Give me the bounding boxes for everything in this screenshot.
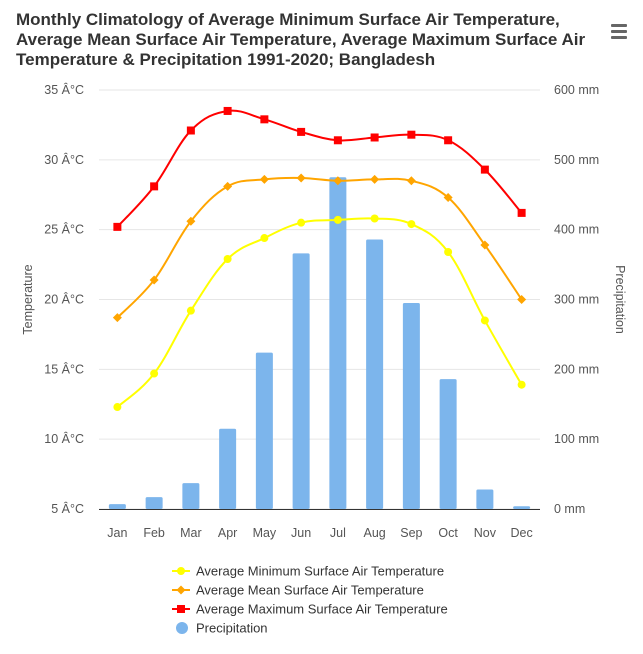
max-temp-point [150, 182, 159, 191]
y-left-tick-label: 20 Â°C [44, 292, 84, 307]
y-right-tick-label: 300 mm [554, 293, 599, 307]
x-tick-label: Feb [143, 526, 165, 540]
min-temp-point [113, 403, 122, 412]
mean-temp-series-line [116, 176, 523, 319]
x-tick-label: Nov [474, 526, 497, 540]
max-temp-point [517, 208, 526, 217]
mean-temp-point [370, 174, 380, 184]
precipitation-bar [513, 506, 531, 509]
max-temp-point [186, 126, 195, 135]
hamburger-menu-icon[interactable] [611, 24, 627, 39]
x-tick-label: Jan [107, 526, 127, 540]
y-left-tick-label: 35 Â°C [44, 82, 84, 97]
min-temp-point [223, 254, 232, 263]
legend-symbol [177, 567, 185, 575]
mean-temp-point [443, 193, 453, 203]
x-tick-label: Jul [330, 526, 346, 540]
max-temp-point [297, 127, 306, 136]
precipitation-bar [329, 177, 347, 509]
y-left-tick-label: 15 Â°C [44, 361, 84, 376]
x-tick-label: Apr [218, 526, 237, 540]
y-right-tick-label: 500 mm [554, 153, 599, 167]
mean-temp-point [406, 176, 416, 186]
max-temp-point [444, 136, 453, 145]
precipitation-bar [366, 239, 384, 509]
min-temp-point [150, 369, 159, 378]
y-left-tick-label: 10 Â°C [44, 431, 84, 446]
max-temp-point [260, 115, 269, 124]
min-temp-point [297, 218, 306, 227]
x-tick-label: Jun [291, 526, 311, 540]
precipitation-bar [108, 504, 126, 509]
mean-temp-point [186, 216, 196, 226]
x-tick-label: Mar [180, 526, 202, 540]
precipitation-bar [255, 352, 273, 509]
x-tick-label: Oct [438, 526, 458, 540]
x-tick-label: Dec [511, 526, 533, 540]
min-temp-series-line [116, 217, 523, 408]
max-temp-point [223, 106, 232, 115]
max-temp-point [407, 130, 416, 139]
legend-item[interactable]: Average Minimum Surface Air Temperature [196, 564, 444, 579]
y-left-tick-label: 5 Â°C [51, 501, 84, 516]
min-temp-point [407, 220, 416, 229]
max-temp-series-line [116, 109, 523, 228]
legend-item[interactable]: Average Mean Surface Air Temperature [196, 583, 424, 598]
mean-temp-point [296, 173, 306, 183]
legend-symbol [176, 585, 186, 595]
y-right-tick-label: 600 mm [554, 83, 599, 97]
min-temp-point [260, 234, 269, 243]
mean-temp-point [333, 176, 343, 186]
chart-title: Monthly Climatology of Average Minimum S… [16, 10, 586, 69]
x-tick-label: Aug [364, 526, 386, 540]
mean-temp-point [149, 275, 159, 285]
legend-item[interactable]: Precipitation [196, 621, 268, 636]
precipitation-bar [182, 483, 200, 509]
max-temp-point [370, 133, 379, 142]
mean-temp-point [480, 240, 490, 250]
y-left-axis-title: Temperature [21, 264, 35, 334]
x-tick-label: Sep [400, 526, 422, 540]
precipitation-bar [476, 489, 494, 509]
y-left-tick-label: 30 Â°C [44, 152, 84, 167]
mean-temp-point [223, 181, 233, 191]
precipitation-bar [145, 497, 163, 509]
min-temp-point [480, 316, 489, 325]
legend-item[interactable]: Average Maximum Surface Air Temperature [196, 602, 448, 617]
min-temp-point [333, 215, 342, 224]
legend-symbol [176, 622, 188, 634]
min-temp-point [517, 380, 526, 389]
precipitation-bar [402, 302, 420, 509]
legend-symbol [177, 605, 185, 613]
min-temp-point [444, 248, 453, 257]
y-right-tick-label: 200 mm [554, 362, 599, 376]
min-temp-point [186, 306, 195, 315]
precipitation-bar [292, 253, 310, 509]
precipitation-bar [439, 379, 457, 509]
y-right-tick-label: 0 mm [554, 502, 585, 516]
mean-temp-point [259, 174, 269, 184]
y-right-tick-label: 100 mm [554, 432, 599, 446]
mean-temp-point [517, 295, 527, 304]
max-temp-point [333, 136, 342, 145]
precipitation-bar [219, 428, 237, 509]
y-right-axis-title: Precipitation [613, 265, 627, 334]
y-right-tick-label: 400 mm [554, 223, 599, 237]
min-temp-point [370, 214, 379, 223]
mean-temp-point [112, 313, 122, 323]
max-temp-point [480, 165, 489, 174]
x-tick-label: May [253, 526, 277, 540]
max-temp-point [113, 222, 122, 231]
y-left-tick-label: 25 Â°C [44, 222, 84, 237]
